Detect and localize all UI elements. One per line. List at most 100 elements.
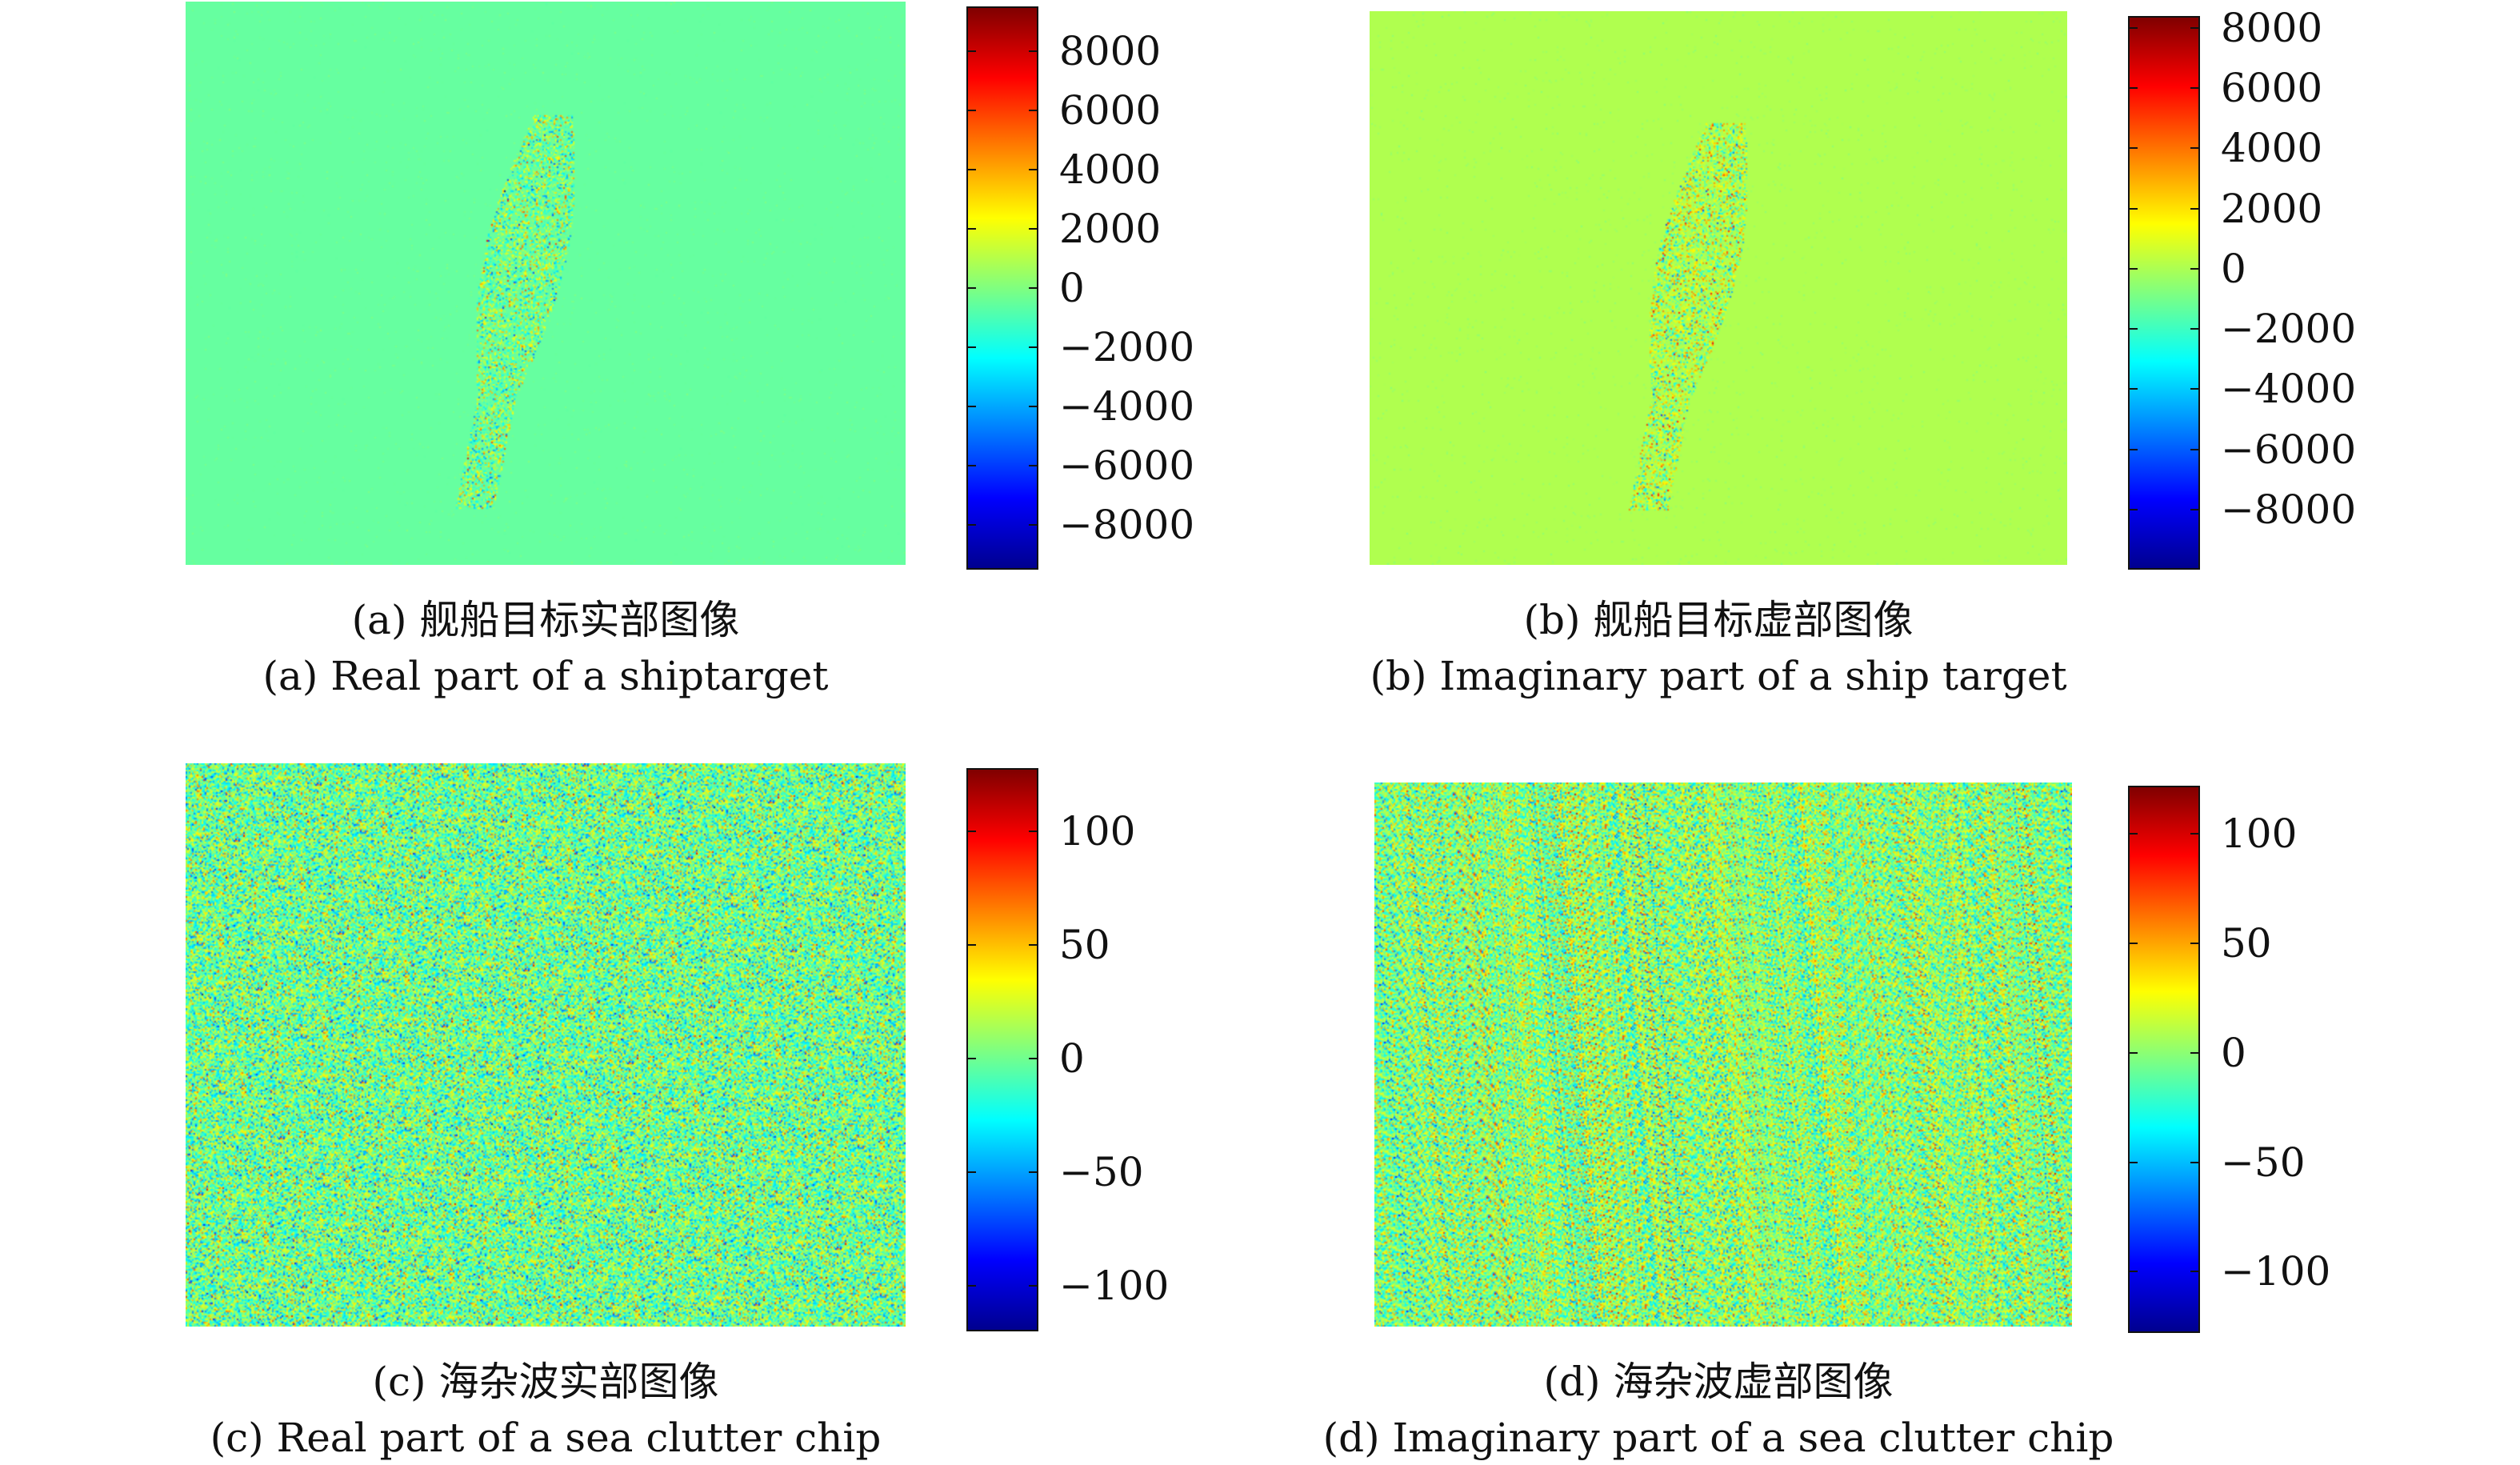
- colorbar-tick-label: 0: [1059, 1035, 1085, 1083]
- colorbar-tick-label: 100: [2221, 811, 2298, 858]
- colorbar-tick: [2190, 207, 2200, 210]
- colorbar-tick: [966, 1285, 976, 1287]
- caption-b-en: (b) Imaginary part of a ship target: [1370, 653, 2067, 699]
- colorbar-tick: [966, 50, 976, 52]
- colorbar-tick: [2190, 1161, 2200, 1163]
- colorbar-c: [966, 768, 1038, 1331]
- colorbar-tick-label: −50: [2221, 1139, 2306, 1186]
- colorbar-a: [966, 6, 1038, 570]
- colorbar-tick-label: −2000: [2221, 306, 2357, 353]
- caption-d-cn: (d) 海杂波虚部图像: [1543, 1359, 1894, 1405]
- colorbar-tick-label: −100: [2221, 1248, 2331, 1295]
- caption-a-en: (a) Real part of a shiptarget: [262, 653, 829, 699]
- colorbar-tick-label: −2000: [1059, 324, 1195, 371]
- colorbar-tick-label: 0: [1059, 265, 1085, 311]
- colorbar-tick: [2128, 147, 2138, 150]
- colorbar-tick: [2128, 1161, 2138, 1163]
- heatmap-a: [186, 2, 906, 565]
- colorbar-tick: [2190, 1271, 2200, 1273]
- colorbar-tick: [966, 168, 976, 170]
- colorbar-d: [2128, 786, 2200, 1333]
- colorbar-tick: [1029, 465, 1038, 467]
- colorbar-tick-label: −6000: [2221, 426, 2357, 473]
- colorbar-tick-label: −6000: [1059, 442, 1195, 490]
- colorbar-b: [2128, 16, 2200, 570]
- colorbar-tick-label: 100: [1059, 808, 1136, 855]
- colorbar-tick: [2190, 388, 2200, 390]
- colorbar-tick: [1029, 346, 1038, 349]
- colorbar-tick: [2128, 207, 2138, 210]
- colorbar-tick: [966, 831, 976, 833]
- heatmap-d: [1374, 783, 2072, 1327]
- colorbar-tick-label: −4000: [1059, 383, 1195, 430]
- colorbar-tick: [966, 944, 976, 947]
- colorbar-tick: [2128, 833, 2138, 835]
- colorbar-tick-label: 8000: [1059, 27, 1162, 74]
- colorbar-tick: [2190, 448, 2200, 450]
- colorbar-tick: [2190, 267, 2200, 270]
- colorbar-tick: [1029, 109, 1038, 111]
- colorbar-tick: [1029, 831, 1038, 833]
- colorbar-tick: [966, 465, 976, 467]
- colorbar-tick: [1029, 406, 1038, 408]
- colorbar-tick-label: 6000: [2221, 65, 2323, 112]
- colorbar-tick: [2190, 833, 2200, 835]
- colorbar-tick: [2128, 1051, 2138, 1054]
- colorbar-tick-label: 8000: [2221, 5, 2323, 52]
- colorbar-tick-label: 4000: [1059, 146, 1162, 193]
- colorbar-tick: [966, 109, 976, 111]
- colorbar-tick: [1029, 1058, 1038, 1060]
- caption-c-en: (c) Real part of a sea clutter chip: [210, 1415, 882, 1461]
- colorbar-tick: [2128, 328, 2138, 330]
- colorbar-tick: [966, 287, 976, 289]
- colorbar-tick: [2190, 147, 2200, 150]
- colorbar-tick-label: 50: [2221, 919, 2272, 967]
- colorbar-tick: [1029, 524, 1038, 526]
- colorbar-tick: [2190, 27, 2200, 30]
- colorbar-tick-label: −8000: [1059, 502, 1195, 549]
- colorbar-tick-label: 6000: [1059, 86, 1162, 134]
- colorbar-tick: [2190, 328, 2200, 330]
- colorbar-tick: [2128, 87, 2138, 90]
- colorbar-tick-label: 0: [2221, 245, 2246, 292]
- colorbar-tick: [2128, 448, 2138, 450]
- colorbar-tick: [2128, 388, 2138, 390]
- heatmap-b: [1370, 11, 2067, 565]
- colorbar-tick: [966, 227, 976, 230]
- colorbar-tick: [2190, 1051, 2200, 1054]
- colorbar-tick-label: 4000: [2221, 125, 2323, 172]
- colorbar-tick: [2128, 942, 2138, 944]
- caption-c-cn: (c) 海杂波实部图像: [372, 1359, 719, 1405]
- colorbar-tick: [1029, 287, 1038, 289]
- colorbar-tick-label: −8000: [2221, 486, 2357, 533]
- colorbar-tick-label: 2000: [2221, 185, 2323, 232]
- heatmap-c: [186, 763, 906, 1327]
- colorbar-tick: [2128, 1271, 2138, 1273]
- colorbar-tick-label: −50: [1059, 1149, 1144, 1196]
- colorbar-tick: [2190, 87, 2200, 90]
- colorbar-tick: [1029, 1285, 1038, 1287]
- colorbar-tick-label: 50: [1059, 922, 1110, 969]
- colorbar-tick: [2128, 508, 2138, 510]
- colorbar-tick: [966, 524, 976, 526]
- caption-b-cn: (b) 舰船目标虚部图像: [1523, 597, 1914, 643]
- colorbar-tick: [2190, 942, 2200, 944]
- colorbar-tick-label: −100: [1059, 1263, 1170, 1310]
- colorbar-tick-label: 0: [2221, 1029, 2246, 1076]
- colorbar-tick-label: −4000: [2221, 366, 2357, 413]
- colorbar-tick: [966, 346, 976, 349]
- colorbar-tick: [966, 1058, 976, 1060]
- colorbar-tick: [2128, 27, 2138, 30]
- colorbar-tick: [1029, 168, 1038, 170]
- caption-d-en: (d) Imaginary part of a sea clutter chip: [1322, 1415, 2114, 1461]
- colorbar-tick: [1029, 50, 1038, 52]
- colorbar-tick: [1029, 1171, 1038, 1174]
- colorbar-tick: [1029, 227, 1038, 230]
- colorbar-tick: [2190, 508, 2200, 510]
- colorbar-tick: [966, 1171, 976, 1174]
- colorbar-tick: [966, 406, 976, 408]
- colorbar-tick: [1029, 944, 1038, 947]
- colorbar-tick-label: 2000: [1059, 205, 1162, 252]
- caption-a-cn: (a) 舰船目标实部图像: [351, 597, 740, 643]
- colorbar-tick: [2128, 267, 2138, 270]
